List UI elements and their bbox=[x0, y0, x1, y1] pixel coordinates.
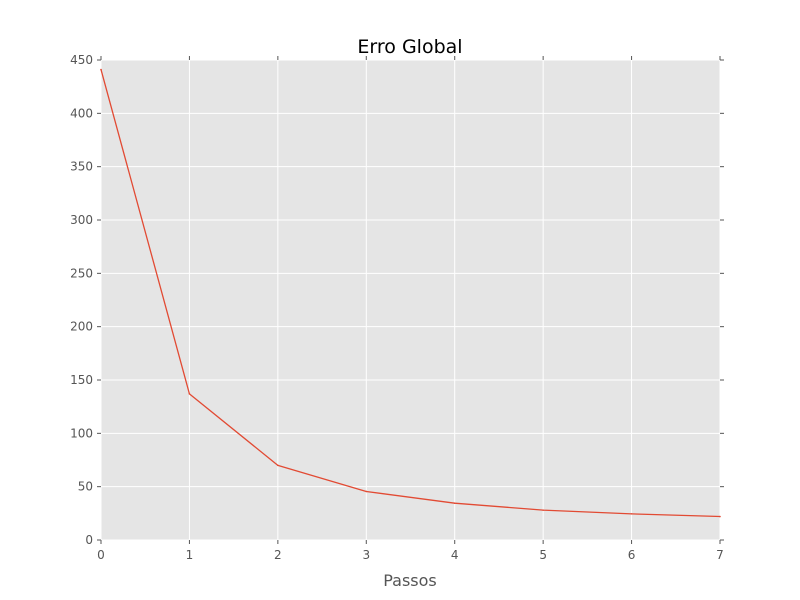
y-tick-label: 200 bbox=[70, 320, 93, 334]
chart-title: Erro Global bbox=[357, 36, 462, 58]
data-point bbox=[630, 513, 633, 515]
x-axis-label: Passos bbox=[383, 571, 437, 590]
y-tick-label: 400 bbox=[70, 106, 93, 120]
data-point bbox=[100, 68, 102, 71]
data-point bbox=[365, 490, 368, 493]
plot-area bbox=[101, 60, 720, 540]
y-tick-label: 250 bbox=[70, 266, 93, 280]
series-layer bbox=[100, 68, 721, 518]
data-point bbox=[542, 509, 544, 511]
series-line bbox=[100, 69, 721, 518]
x-tick-label: 0 bbox=[97, 548, 105, 562]
y-tick-label: 100 bbox=[70, 426, 93, 440]
y-tick-label: 350 bbox=[70, 160, 93, 174]
tick-labels: 0 1 2 3 4 5 6 7 0 50 100 150 200 250 300 350 400 450 bbox=[70, 53, 724, 562]
x-tick-label: 3 bbox=[362, 548, 370, 562]
x-tick-label: 7 bbox=[716, 548, 724, 562]
y-tick-label: 300 bbox=[70, 213, 93, 227]
x-tick-label: 6 bbox=[628, 548, 636, 562]
grid-lines bbox=[100, 59, 721, 541]
y-tick-label: 50 bbox=[78, 480, 93, 494]
x-tick-label: 5 bbox=[539, 548, 547, 562]
x-tick-label: 1 bbox=[186, 548, 194, 562]
data-point bbox=[277, 464, 279, 467]
x-tick-label: 2 bbox=[274, 548, 282, 562]
data-point bbox=[719, 515, 721, 518]
axis-ticks bbox=[97, 56, 724, 544]
data-point bbox=[453, 502, 456, 505]
data-point bbox=[188, 393, 191, 395]
x-tick-label: 4 bbox=[451, 548, 459, 562]
y-tick-label: 0 bbox=[85, 533, 93, 547]
y-tick-label: 450 bbox=[70, 53, 93, 67]
y-tick-label: 150 bbox=[70, 373, 93, 387]
